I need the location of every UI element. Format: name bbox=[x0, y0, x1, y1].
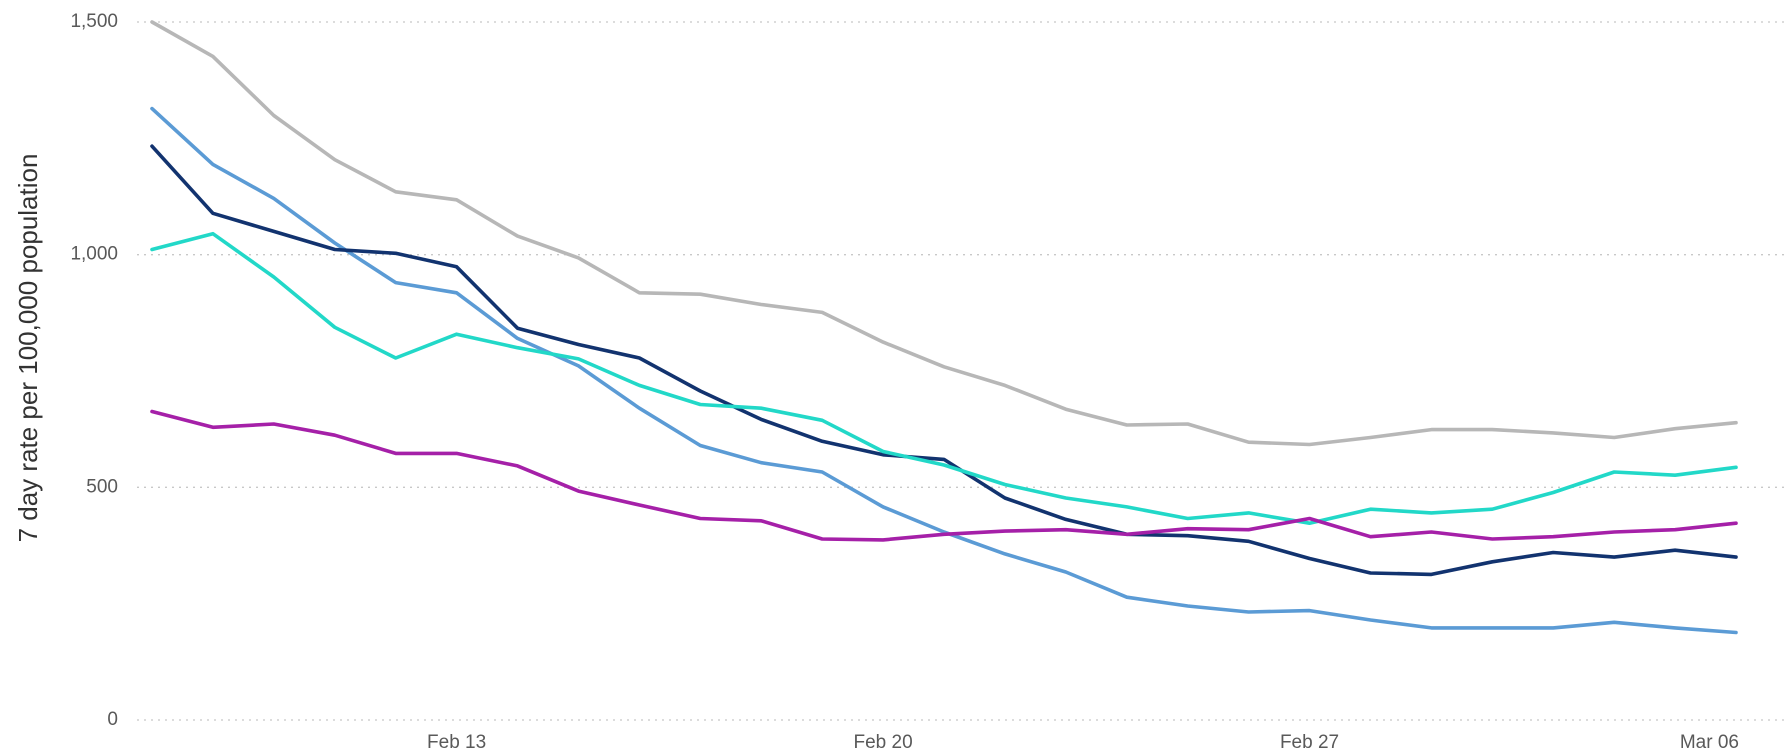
line-series bbox=[150, 409, 1738, 542]
line-series bbox=[150, 231, 1738, 525]
x-tick-label: Feb 27 bbox=[1280, 732, 1339, 753]
y-tick-label: 1,500 bbox=[70, 11, 118, 32]
y-tick-label: 1,000 bbox=[70, 244, 118, 265]
line-series bbox=[150, 144, 1738, 577]
y-axis-title: 7 day rate per 100,000 population bbox=[13, 154, 43, 543]
line-series bbox=[150, 20, 1738, 447]
x-tick-label: Feb 20 bbox=[853, 732, 912, 753]
x-tick-label: Feb 13 bbox=[427, 732, 486, 753]
y-tick-label: 0 bbox=[107, 709, 118, 730]
line-series bbox=[150, 106, 1738, 635]
y-tick-label: 500 bbox=[86, 476, 118, 497]
x-tick-label: Mar 06 bbox=[1680, 732, 1739, 753]
